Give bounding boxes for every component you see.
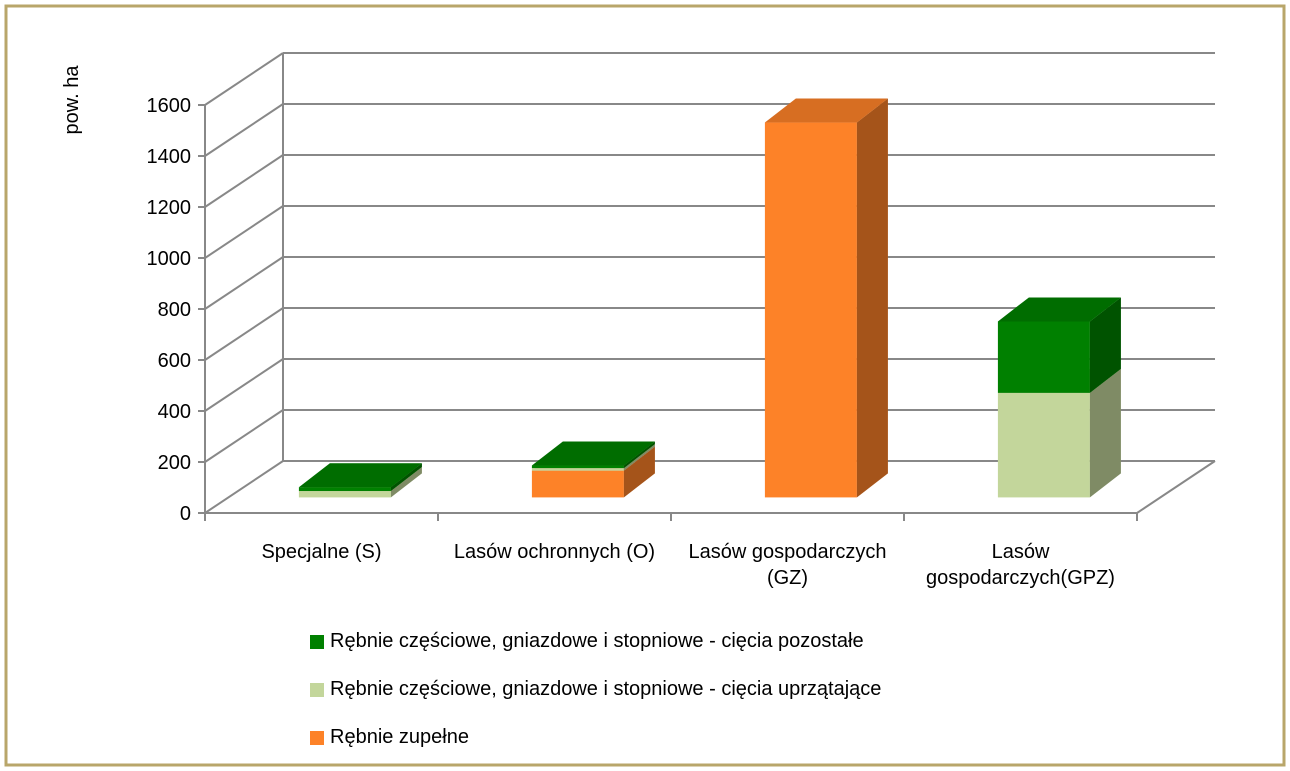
legend-swatch xyxy=(310,635,324,649)
legend-swatch xyxy=(310,683,324,697)
bar-segment xyxy=(298,487,391,492)
legend-label: Rębnie częściowe, gniazdowe i stopniowe … xyxy=(330,678,882,700)
frame xyxy=(4,4,1286,767)
x-tick-label: Lasów gospodarczych(GPZ) xyxy=(926,541,1115,589)
bar-segment xyxy=(531,468,624,471)
y-tick-label: 1600 xyxy=(147,95,192,117)
bar-top xyxy=(764,98,888,123)
y-tick-label: 1000 xyxy=(147,248,192,270)
bar-side xyxy=(623,441,655,469)
bar-top-shade xyxy=(997,297,1121,322)
bar-segment xyxy=(298,491,391,498)
bar-segment xyxy=(997,321,1090,393)
grid-line xyxy=(204,103,284,157)
y-tick-label: 400 xyxy=(158,401,191,423)
bar-side xyxy=(1089,297,1121,393)
bar-side xyxy=(390,467,422,498)
bar-segment xyxy=(764,122,857,498)
bar-side xyxy=(390,463,422,492)
bar-side-shade xyxy=(856,98,888,498)
bar-side-shade xyxy=(623,446,655,498)
y-tick-label: 1400 xyxy=(147,146,192,168)
bar-top-shade xyxy=(298,463,422,488)
bar-segment xyxy=(531,465,624,469)
bar-top xyxy=(531,441,655,466)
bar-top-shade xyxy=(764,98,888,123)
y-tick-label: 0 xyxy=(180,503,191,525)
bar-segment xyxy=(997,392,1090,498)
bar-side-shade xyxy=(390,467,422,498)
bar-side-shade xyxy=(390,463,422,492)
bar-side xyxy=(1089,368,1121,498)
legend-label: Rębnie częściowe, gniazdowe i stopniowe … xyxy=(330,630,864,652)
grid-line xyxy=(204,256,284,310)
bar-side-shade xyxy=(623,444,655,471)
bar-side xyxy=(623,444,655,471)
bar-side xyxy=(856,98,888,498)
bar-side-shade xyxy=(623,441,655,469)
bar-side-shade xyxy=(1089,368,1121,498)
legend-label: Rębnie zupełne xyxy=(330,726,469,748)
grid-line xyxy=(204,358,284,412)
y-axis-label: pow. ha xyxy=(61,65,83,135)
y-tick-label: 1200 xyxy=(147,197,192,219)
grid-line xyxy=(204,307,284,361)
grid-line xyxy=(204,154,284,208)
y-tick-label: 200 xyxy=(158,452,191,474)
bar-top xyxy=(298,463,422,488)
floor-edge xyxy=(1136,460,1216,514)
legend-swatch xyxy=(310,731,324,745)
bar-top xyxy=(997,297,1121,322)
x-tick-label: Specjalne (S) xyxy=(261,541,382,563)
grid-line xyxy=(204,205,284,259)
bar-side xyxy=(623,446,655,498)
grid-line xyxy=(204,460,284,514)
y-tick-label: 600 xyxy=(158,350,191,372)
grid-line xyxy=(204,409,284,463)
grid-line xyxy=(204,52,284,106)
bar-segment xyxy=(531,470,624,498)
x-tick-label: Lasów gospodarczych (GZ) xyxy=(688,541,887,589)
bar-top-shade xyxy=(531,441,655,466)
y-tick-label: 800 xyxy=(158,299,191,321)
bar-side-shade xyxy=(1089,297,1121,393)
x-tick-label: Lasów ochronnych (O) xyxy=(453,541,656,563)
